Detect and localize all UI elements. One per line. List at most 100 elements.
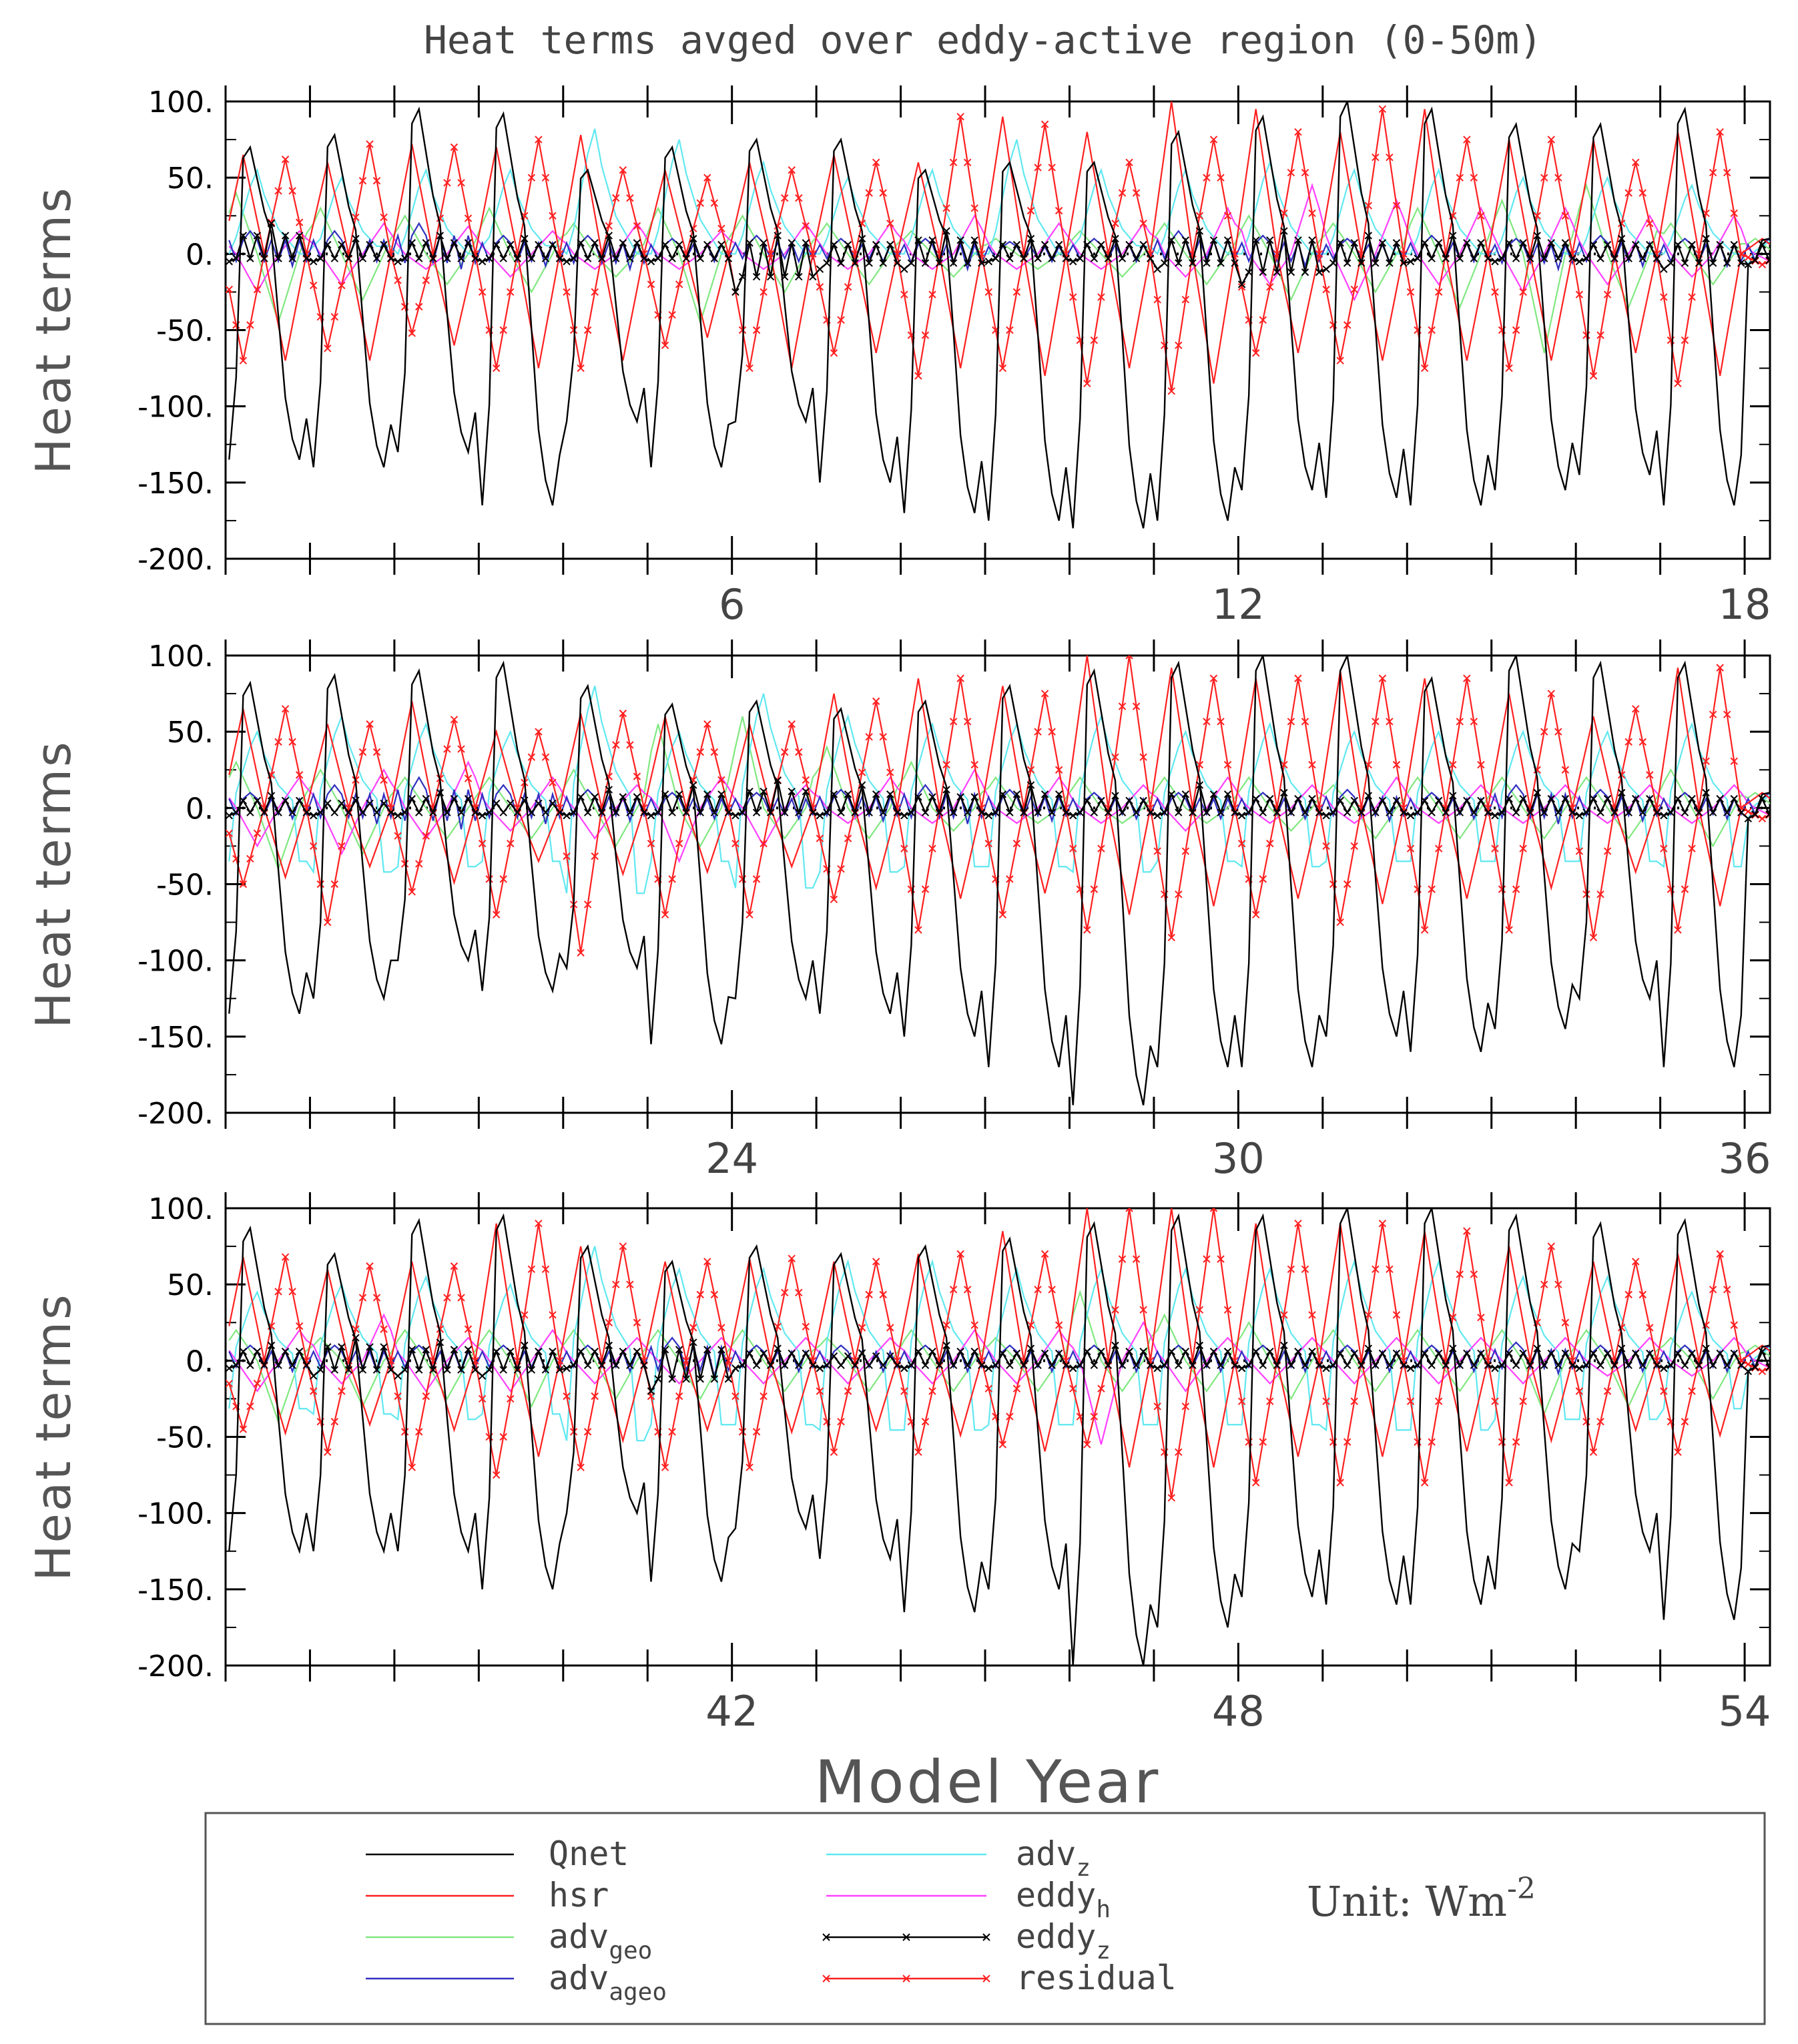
series-marker bbox=[745, 364, 754, 372]
series-marker bbox=[1161, 1361, 1169, 1369]
series-marker bbox=[1280, 227, 1288, 235]
y-tick-label: -50. bbox=[156, 314, 214, 348]
series-marker bbox=[949, 808, 958, 816]
series-marker bbox=[415, 254, 423, 262]
series-marker bbox=[1048, 254, 1056, 262]
series-marker bbox=[400, 1428, 409, 1436]
series-line-adv-ageo bbox=[228, 222, 1770, 272]
series-marker bbox=[1491, 844, 1499, 852]
series-marker bbox=[1125, 158, 1133, 167]
series-marker bbox=[1561, 766, 1570, 774]
series-marker bbox=[1372, 154, 1380, 162]
series-marker bbox=[324, 799, 332, 808]
series-marker bbox=[1751, 810, 1759, 818]
y-tick-label: -100. bbox=[137, 945, 214, 979]
series-marker bbox=[267, 1341, 276, 1350]
series-marker bbox=[1203, 174, 1211, 182]
series-marker bbox=[1547, 136, 1555, 144]
y-tick-label: 100. bbox=[148, 1192, 214, 1226]
series-marker bbox=[1638, 808, 1646, 816]
series-marker bbox=[288, 254, 296, 262]
series-marker bbox=[1048, 1286, 1056, 1294]
series-marker bbox=[788, 787, 796, 796]
series-marker bbox=[492, 911, 501, 919]
series-marker bbox=[1646, 794, 1654, 803]
series-marker bbox=[1266, 1347, 1274, 1356]
series-marker bbox=[1709, 168, 1717, 177]
series-marker bbox=[535, 136, 543, 144]
series-marker bbox=[408, 888, 416, 896]
series-marker bbox=[1181, 236, 1190, 244]
series-marker bbox=[422, 1392, 430, 1400]
legend-marker bbox=[982, 1975, 990, 1983]
series-marker bbox=[1386, 259, 1394, 267]
series-marker bbox=[1681, 259, 1689, 267]
series-marker bbox=[429, 254, 437, 262]
series-marker bbox=[1308, 209, 1316, 218]
series-marker bbox=[837, 259, 845, 267]
series-marker bbox=[1575, 258, 1584, 266]
series-marker bbox=[1252, 794, 1260, 803]
series-marker bbox=[745, 787, 754, 796]
series-marker bbox=[963, 158, 972, 167]
series-marker bbox=[513, 808, 522, 816]
series-marker bbox=[1259, 316, 1267, 324]
series-marker bbox=[1315, 250, 1323, 258]
series-marker bbox=[1730, 209, 1738, 218]
series-marker bbox=[1505, 1479, 1513, 1487]
series-marker bbox=[1343, 321, 1352, 329]
series-line-adv-geo bbox=[228, 716, 1770, 872]
series-marker bbox=[394, 1392, 402, 1400]
series-marker bbox=[1702, 757, 1710, 766]
series-marker bbox=[1020, 1361, 1028, 1369]
series-marker bbox=[1674, 794, 1682, 803]
series-marker bbox=[1547, 794, 1555, 803]
series-marker bbox=[682, 1356, 690, 1365]
series-marker bbox=[457, 745, 465, 753]
series-marker bbox=[1561, 212, 1570, 220]
series-marker bbox=[1716, 1250, 1724, 1258]
series-marker bbox=[471, 1366, 479, 1374]
series-marker bbox=[457, 1366, 465, 1374]
series-marker bbox=[1343, 1438, 1352, 1446]
series-marker bbox=[1322, 285, 1330, 294]
series-marker bbox=[949, 718, 958, 726]
series-marker bbox=[507, 1394, 515, 1403]
series-marker bbox=[837, 1361, 845, 1369]
series-marker bbox=[872, 1258, 880, 1266]
series-marker bbox=[400, 254, 409, 262]
y-axis-label: Heat terms bbox=[25, 740, 81, 1028]
series-marker bbox=[1209, 674, 1218, 682]
series-marker bbox=[675, 790, 683, 798]
series-marker bbox=[1083, 379, 1091, 388]
series-marker bbox=[1681, 1361, 1689, 1369]
series-marker bbox=[1428, 326, 1436, 334]
series-marker bbox=[1589, 372, 1598, 380]
series-marker bbox=[521, 1341, 529, 1350]
series-marker bbox=[1695, 1361, 1703, 1369]
series-marker bbox=[535, 728, 543, 736]
series-marker bbox=[288, 808, 296, 816]
series-marker bbox=[372, 177, 381, 185]
series-marker bbox=[1223, 212, 1232, 220]
y-tick-label: 0. bbox=[186, 792, 214, 826]
series-marker bbox=[344, 254, 353, 262]
series-marker bbox=[795, 1361, 803, 1369]
series-marker bbox=[1350, 239, 1358, 247]
series-marker bbox=[549, 1347, 557, 1356]
series-marker bbox=[738, 808, 747, 816]
series-marker bbox=[563, 812, 571, 820]
series-marker bbox=[577, 1463, 585, 1471]
series-marker bbox=[816, 265, 824, 273]
series-marker bbox=[577, 949, 585, 957]
y-tick-label: -150. bbox=[137, 467, 214, 501]
series-marker bbox=[1688, 844, 1696, 852]
series-marker bbox=[872, 158, 880, 167]
series-marker bbox=[795, 748, 803, 756]
series-marker bbox=[1456, 174, 1464, 182]
series-marker bbox=[921, 885, 930, 893]
series-marker bbox=[851, 808, 859, 816]
series-marker bbox=[830, 240, 838, 249]
legend-label-residual: residual bbox=[1016, 1959, 1177, 1997]
series-marker bbox=[267, 219, 276, 228]
